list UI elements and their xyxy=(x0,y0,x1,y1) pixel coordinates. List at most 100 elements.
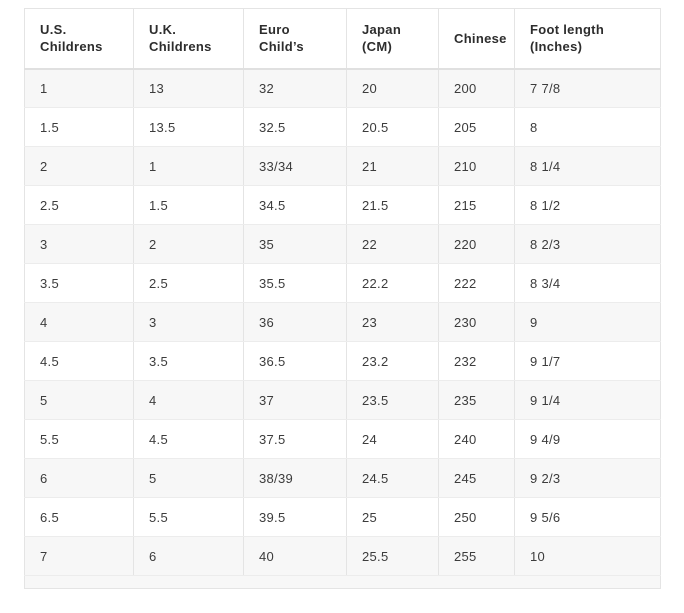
table-cell: 8 3/4 xyxy=(514,263,661,303)
table-cell: 205 xyxy=(438,107,515,147)
table-row: 4 3 36 23 230 9 xyxy=(24,302,661,342)
table-cell: 23.5 xyxy=(346,380,439,420)
table-cell: 200 xyxy=(438,68,515,108)
table-cell: 1.5 xyxy=(24,107,134,147)
table-cell: 255 xyxy=(438,536,515,576)
table-cell: 222 xyxy=(438,263,515,303)
table-cell: 20.5 xyxy=(346,107,439,147)
table-cell: 232 xyxy=(438,341,515,381)
column-header-2: Euro Child’s xyxy=(243,8,347,70)
table-cell: 9 1/4 xyxy=(514,380,661,420)
table-cell: 37.5 xyxy=(243,419,347,459)
table-cell: 7 xyxy=(24,536,134,576)
table-cell: 36 xyxy=(243,302,347,342)
table-cell: 220 xyxy=(438,224,515,264)
column-header-4: Chinese xyxy=(438,8,515,70)
table-cell: 2 xyxy=(133,224,244,264)
table-row: 6.5 5.5 39.5 25 250 9 5/6 xyxy=(24,497,661,537)
table-row: 2.5 1.5 34.5 21.5 215 8 1/2 xyxy=(24,185,661,225)
table-row: 1.5 13.5 32.5 20.5 205 8 xyxy=(24,107,661,147)
table-row: 6 5 38/39 24.5 245 9 2/3 xyxy=(24,458,661,498)
table-cell: 5 xyxy=(133,458,244,498)
table-cell: 2.5 xyxy=(24,185,134,225)
table-cell: 21.5 xyxy=(346,185,439,225)
table-cell: 23 xyxy=(346,302,439,342)
table-cell: 7 7/8 xyxy=(514,68,661,108)
table-cell: 33/34 xyxy=(243,146,347,186)
table-cell: 40 xyxy=(243,536,347,576)
table-cell: 9 4/9 xyxy=(514,419,661,459)
table-row: 3.5 2.5 35.5 22.2 222 8 3/4 xyxy=(24,263,661,303)
table-cell: 35 xyxy=(243,224,347,264)
table-cell: 3 xyxy=(133,302,244,342)
table-cell: 4.5 xyxy=(24,341,134,381)
table-cell: 9 xyxy=(514,302,661,342)
table-cell: 38/39 xyxy=(243,458,347,498)
table-cell: 10 xyxy=(514,536,661,576)
table-cell: 1.5 xyxy=(133,185,244,225)
table-cell: 24 xyxy=(346,419,439,459)
table-cell: 4 xyxy=(24,302,134,342)
table-cell: 22.2 xyxy=(346,263,439,303)
column-header-3: Japan (CM) xyxy=(346,8,439,70)
table-cell: 250 xyxy=(438,497,515,537)
table-row: 4.5 3.5 36.5 23.2 232 9 1/7 xyxy=(24,341,661,381)
partial-row-cell xyxy=(24,575,661,589)
table-cell: 3.5 xyxy=(24,263,134,303)
table-cell: 8 xyxy=(514,107,661,147)
table-cell: 9 5/6 xyxy=(514,497,661,537)
table-cell: 3.5 xyxy=(133,341,244,381)
table-cell: 25 xyxy=(346,497,439,537)
table-cell: 6 xyxy=(133,536,244,576)
table-cell: 13 xyxy=(133,68,244,108)
column-header-1: U.K. Childrens xyxy=(133,8,244,70)
table-cell: 32 xyxy=(243,68,347,108)
table-cell: 13.5 xyxy=(133,107,244,147)
table-row: 2 1 33/34 21 210 8 1/4 xyxy=(24,146,661,186)
table-cell: 8 1/4 xyxy=(514,146,661,186)
size-chart-table: U.S. Childrens U.K. Childrens Euro Child’s… xyxy=(24,8,661,589)
table-cell: 22 xyxy=(346,224,439,264)
table-cell: 20 xyxy=(346,68,439,108)
table-cell: 37 xyxy=(243,380,347,420)
table-row: 1 13 32 20 200 7 7/8 xyxy=(24,68,661,108)
table-cell: 230 xyxy=(438,302,515,342)
table-cell: 2.5 xyxy=(133,263,244,303)
table-cell: 34.5 xyxy=(243,185,347,225)
table-cell: 8 2/3 xyxy=(514,224,661,264)
column-header-0: U.S. Childrens xyxy=(24,8,134,70)
table-cell: 5.5 xyxy=(24,419,134,459)
table-cell: 25.5 xyxy=(346,536,439,576)
table-cell: 23.2 xyxy=(346,341,439,381)
table-row: 3 2 35 22 220 8 2/3 xyxy=(24,224,661,264)
table-cell: 1 xyxy=(24,68,134,108)
table-cell: 21 xyxy=(346,146,439,186)
table-cell: 6.5 xyxy=(24,497,134,537)
table-cell: 6 xyxy=(24,458,134,498)
header-row: U.S. Childrens U.K. Childrens Euro Child’s… xyxy=(24,8,661,70)
partial-table-row xyxy=(24,575,661,589)
table-row: 5.5 4.5 37.5 24 240 9 4/9 xyxy=(24,419,661,459)
table-body: 1 13 32 20 200 7 7/8 1.5 13.5 32.5 20.5 205 8 2 1 33/3… xyxy=(24,68,661,589)
table-cell: 35.5 xyxy=(243,263,347,303)
table-cell: 2 xyxy=(24,146,134,186)
table-cell: 1 xyxy=(133,146,244,186)
table-cell: 210 xyxy=(438,146,515,186)
table-cell: 245 xyxy=(438,458,515,498)
table-cell: 4 xyxy=(133,380,244,420)
table-cell: 4.5 xyxy=(133,419,244,459)
size-chart-container: U.S. Childrens U.K. Childrens Euro Child’s… xyxy=(24,8,661,589)
table-cell: 215 xyxy=(438,185,515,225)
table-cell: 3 xyxy=(24,224,134,264)
table-cell: 8 1/2 xyxy=(514,185,661,225)
table-cell: 5 xyxy=(24,380,134,420)
table-cell: 39.5 xyxy=(243,497,347,537)
table-cell: 235 xyxy=(438,380,515,420)
column-header-5: Foot length (Inches) xyxy=(514,8,661,70)
table-cell: 240 xyxy=(438,419,515,459)
table-row: 5 4 37 23.5 235 9 1/4 xyxy=(24,380,661,420)
table-row: 7 6 40 25.5 255 10 xyxy=(24,536,661,576)
table-cell: 9 2/3 xyxy=(514,458,661,498)
table-cell: 24.5 xyxy=(346,458,439,498)
